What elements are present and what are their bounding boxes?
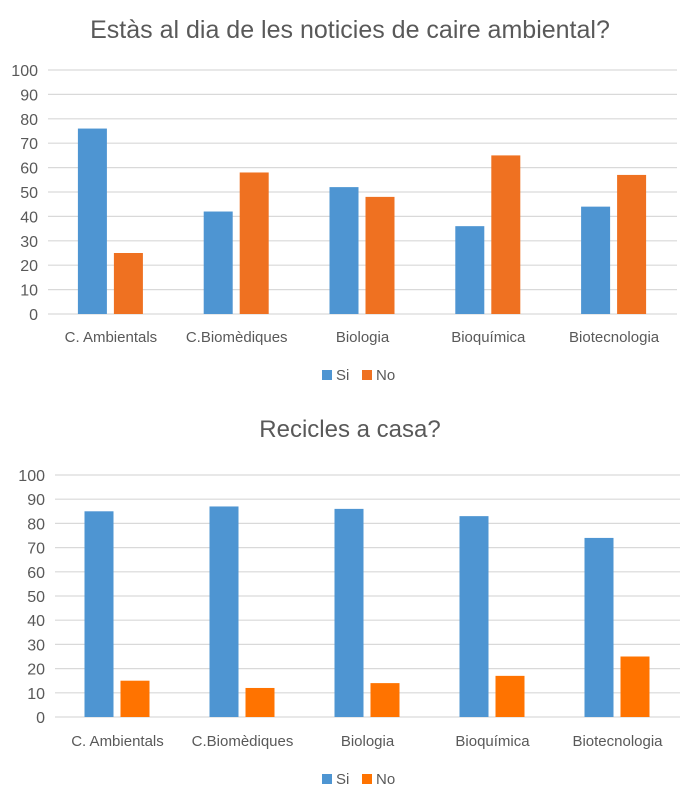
y-tick-label: 80: [20, 112, 38, 129]
y-tick-label: 40: [20, 209, 38, 226]
bar-no: [495, 675, 525, 717]
x-category-label: Bioquímica: [451, 329, 526, 346]
y-tick-label: 40: [27, 613, 45, 630]
bar-no: [620, 656, 650, 717]
bar-no: [245, 687, 275, 717]
bar-si: [209, 506, 239, 717]
legend-label: No: [376, 771, 395, 788]
y-tick-label: 50: [27, 589, 45, 606]
y-tick-label: 90: [27, 492, 45, 509]
y-tick-label: 20: [20, 258, 38, 275]
bar-si: [584, 537, 614, 717]
chart-title: Recicles a casa?: [259, 416, 440, 443]
legend-label: Si: [336, 367, 349, 384]
x-category-label: Biotecnologia: [569, 329, 660, 346]
y-tick-label: 10: [27, 686, 45, 703]
legend-label: Si: [336, 771, 349, 788]
bar-no: [491, 155, 521, 314]
y-tick-label: 70: [20, 136, 38, 153]
y-tick-label: 30: [27, 637, 45, 654]
y-tick-label: 100: [11, 63, 38, 80]
legend-swatch: [362, 774, 372, 784]
x-category-label: Biologia: [341, 733, 395, 750]
legend-swatch: [322, 370, 332, 380]
bar-no: [365, 196, 395, 314]
y-tick-label: 30: [20, 234, 38, 251]
y-tick-label: 50: [20, 185, 38, 202]
y-tick-label: 0: [29, 307, 38, 324]
chart-title: Estàs al dia de les noticies de caire am…: [90, 16, 610, 44]
bar-si: [77, 128, 107, 314]
x-category-label: C. Ambientals: [65, 329, 158, 346]
y-tick-label: 70: [27, 541, 45, 558]
y-tick-label: 80: [27, 516, 45, 533]
chart-2: Recicles a casa? 0 10 20 30 40 50 60 70 80 90 100 C.…: [18, 416, 680, 788]
legend-label: No: [376, 367, 395, 384]
x-category-label: C. Ambientals: [71, 733, 164, 750]
legend-swatch: [322, 774, 332, 784]
bar-si: [334, 508, 364, 717]
x-category-label: C.Biomèdiques: [192, 733, 294, 750]
bar-si: [329, 187, 359, 314]
x-category-label: Bioquímica: [455, 733, 530, 750]
x-category-label: C.Biomèdiques: [186, 329, 288, 346]
bar-si: [203, 211, 233, 314]
bar-si: [455, 226, 485, 314]
bar-si: [84, 511, 114, 717]
bar-no: [617, 174, 647, 314]
y-tick-label: 20: [27, 662, 45, 679]
y-tick-label: 100: [18, 468, 45, 485]
y-tick-label: 0: [36, 710, 45, 727]
bar-no: [120, 680, 150, 717]
y-tick-label: 90: [20, 87, 38, 104]
bar-no: [113, 253, 143, 314]
y-tick-label: 60: [20, 161, 38, 178]
bar-no: [370, 683, 400, 717]
legend-swatch: [362, 370, 372, 380]
x-category-label: Biologia: [336, 329, 390, 346]
chart-1: Estàs al dia de les noticies de caire am…: [11, 16, 677, 384]
bar-si: [459, 516, 489, 717]
x-category-label: Biotecnologia: [572, 733, 663, 750]
y-tick-label: 10: [20, 283, 38, 300]
y-tick-label: 60: [27, 565, 45, 582]
bar-si: [581, 206, 611, 314]
bar-no: [239, 172, 269, 314]
